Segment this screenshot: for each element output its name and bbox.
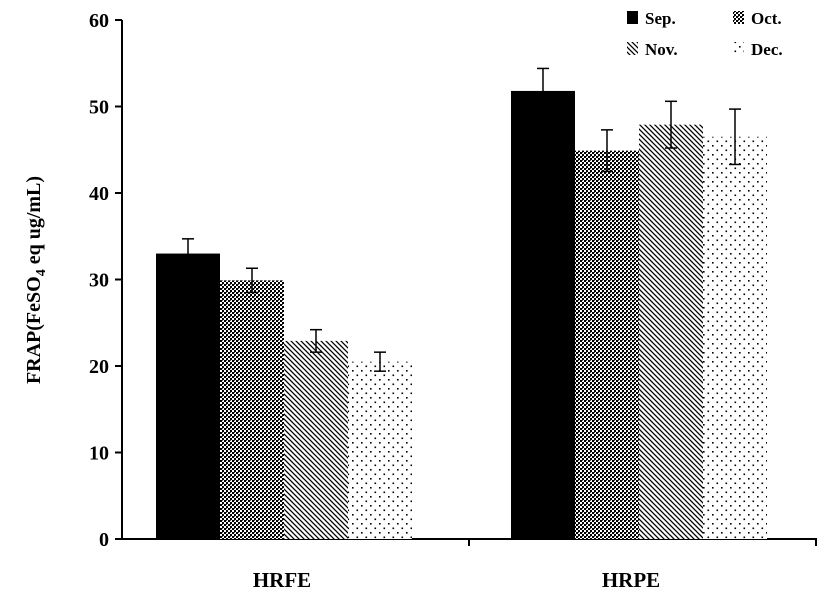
bar-hrpe-nov — [639, 124, 703, 539]
legend-label-nov: Nov. — [645, 40, 678, 59]
legend-label-oct: Oct. — [751, 9, 782, 28]
error-bar-hrfe-dec — [374, 351, 386, 372]
error-bars — [182, 67, 741, 372]
error-bar-hrpe-oct — [601, 129, 613, 173]
y-axis-label: FRAP(FeSO4 eq ug/mL) — [23, 176, 49, 384]
legend-swatch-nov — [627, 42, 638, 55]
legend-label-sep: Sep. — [645, 9, 676, 28]
legend: Sep. Oct. Nov. Dec. — [627, 9, 783, 59]
category-label-hrpe: HRPE — [602, 568, 660, 592]
legend-swatch-oct — [733, 11, 744, 24]
bar-hrfe-sep — [156, 253, 220, 540]
bars — [156, 90, 767, 540]
error-bar-hrpe-nov — [665, 100, 677, 149]
y-tick-label-10: 10 — [89, 443, 109, 465]
legend-swatch-sep — [627, 11, 638, 24]
error-bar-hrfe-sep — [182, 238, 194, 270]
y-ticks: 0 10 20 30 40 50 60 — [89, 10, 122, 551]
error-bar-hrfe-oct — [246, 267, 258, 294]
error-bar-hrfe-nov — [310, 328, 322, 353]
error-bar-hrpe-sep — [537, 67, 549, 115]
y-tick-label-30: 30 — [89, 270, 109, 292]
y-tick-label-40: 40 — [89, 183, 109, 205]
y-tick-label-20: 20 — [89, 356, 109, 378]
legend-swatch-dec — [733, 42, 744, 55]
bar-hrfe-oct — [220, 280, 284, 539]
bar-hrpe-sep — [511, 90, 575, 540]
category-label-hrfe: HRFE — [253, 568, 311, 592]
y-axis-label-suffix: eq ug/mL) — [23, 176, 45, 269]
y-axis-label-prefix: FRAP(FeSO — [23, 276, 45, 384]
error-bar-hrpe-dec — [729, 108, 741, 166]
bar-hrfe-nov — [284, 340, 348, 539]
bar-hrfe-dec — [348, 361, 412, 539]
bar-hrpe-oct — [575, 150, 639, 540]
legend-label-dec: Dec. — [751, 40, 783, 59]
category-labels: HRFE HRPE — [253, 568, 660, 592]
y-axis-label-subscript: 4 — [34, 269, 49, 276]
y-tick-label-0: 0 — [99, 529, 109, 551]
y-tick-label-60: 60 — [89, 10, 109, 32]
bar-hrpe-dec — [703, 136, 767, 539]
y-tick-label-50: 50 — [89, 97, 109, 119]
